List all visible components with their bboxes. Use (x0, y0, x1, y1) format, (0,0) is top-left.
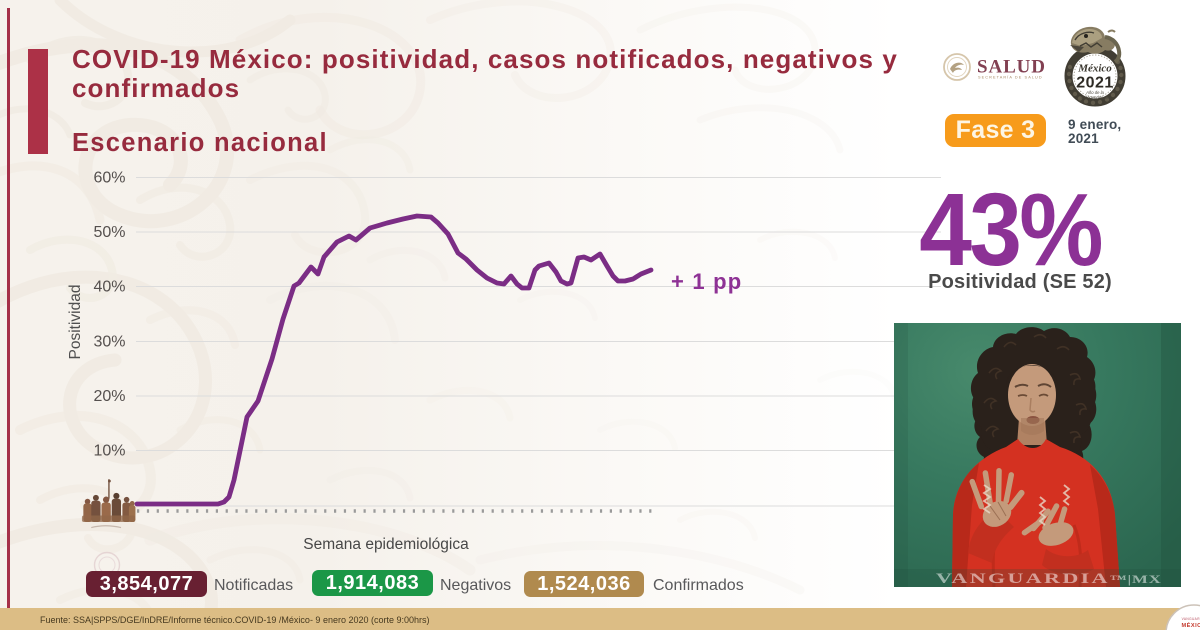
svg-text:VANGUARDIA: VANGUARDIA (1182, 617, 1200, 621)
svg-text:Independencia: Independencia (1081, 95, 1109, 100)
svg-text:México: México (1077, 63, 1112, 75)
svg-text:Año de la: Año de la (1085, 90, 1104, 95)
svg-text:2021: 2021 (1076, 75, 1114, 92)
svg-text:Positividad: Positividad (67, 285, 84, 360)
svg-text:10%: 10% (93, 443, 125, 460)
svg-text:20%: 20% (93, 388, 125, 405)
svg-text:40%: 40% (93, 279, 125, 296)
svg-text:SECRETARÍA DE SALUD: SECRETARÍA DE SALUD (978, 76, 1043, 80)
svg-text:50%: 50% (93, 224, 125, 241)
svg-text:MÉXICO: MÉXICO (1181, 621, 1200, 629)
svg-text:SALUD: SALUD (977, 57, 1046, 78)
svg-text:Semana epidemiológica: Semana epidemiológica (303, 536, 469, 553)
svg-text:60%: 60% (93, 170, 125, 187)
svg-text:+ 1 pp: + 1 pp (671, 269, 742, 294)
svg-text:30%: 30% (93, 334, 125, 351)
